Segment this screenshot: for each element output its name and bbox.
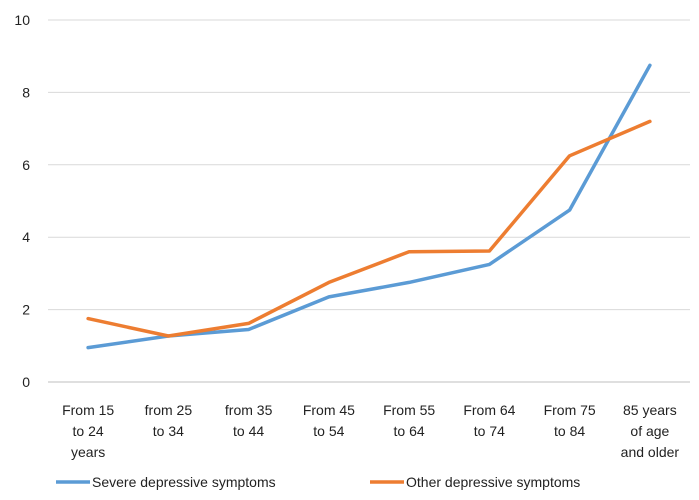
x-tick-label: from 35 to 44: [225, 402, 273, 439]
y-tick-label: 4: [22, 229, 30, 245]
series-line-1: [86, 63, 652, 350]
y-tick-label: 6: [22, 157, 30, 173]
x-tick-label-line: From 55: [383, 402, 435, 418]
x-tick-label-line: years: [71, 444, 105, 460]
x-tick-label: 85 years of age and older: [621, 402, 680, 460]
x-tick-label-line: to 84: [554, 423, 585, 439]
legend-item: Severe depressive symptoms: [56, 474, 276, 490]
x-tick-label-line: to 54: [313, 423, 344, 439]
x-tick-label-line: from 35: [225, 402, 273, 418]
x-tick-label-line: From 64: [463, 402, 515, 418]
x-tick-label-line: From 15: [62, 402, 114, 418]
series-line-2: [86, 119, 652, 338]
x-axis: From 15 to 24 years from 25 to 34 from 35 to 4…: [62, 402, 679, 460]
series-lines: [86, 63, 652, 350]
legend-label: Other depressive symptoms: [406, 474, 580, 490]
x-tick-label-line: of age: [630, 423, 669, 439]
y-tick-label: 10: [14, 12, 30, 28]
x-tick-label: From 64 to 74: [463, 402, 515, 439]
y-tick-label: 8: [22, 84, 30, 100]
x-tick-label-line: to 24: [73, 423, 104, 439]
x-tick-label-line: to 74: [474, 423, 505, 439]
x-tick-label: from 25 to 34: [145, 402, 193, 439]
y-tick-label: 0: [22, 374, 30, 390]
x-tick-label-line: to 64: [394, 423, 425, 439]
x-tick-label: From 15 to 24 years: [62, 402, 114, 460]
gridlines: [48, 19, 690, 383]
x-tick-label-line: From 75: [544, 402, 596, 418]
x-tick-label: From 75 to 84: [544, 402, 596, 439]
x-tick-label-line: to 34: [153, 423, 184, 439]
x-tick-label-line: from 25: [145, 402, 193, 418]
legend-item: Other depressive symptoms: [370, 474, 580, 490]
x-tick-label-line: 85 years: [623, 402, 677, 418]
legend: Severe depressive symptoms Other depressi…: [56, 474, 580, 490]
x-tick-label: From 55 to 64: [383, 402, 435, 439]
x-tick-label: From 45 to 54: [303, 402, 355, 439]
x-tick-label-line: to 44: [233, 423, 264, 439]
legend-label: Severe depressive symptoms: [92, 474, 276, 490]
y-axis: 0 2 4 6 8 10: [14, 12, 30, 390]
x-tick-label-line: and older: [621, 444, 680, 460]
x-tick-label-line: From 45: [303, 402, 355, 418]
y-tick-label: 2: [22, 302, 30, 318]
